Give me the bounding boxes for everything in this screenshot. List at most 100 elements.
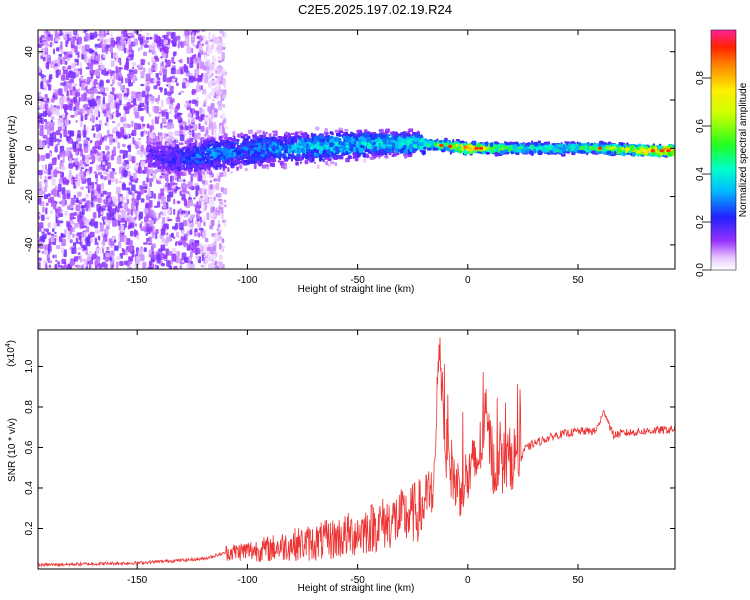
spectrogram-cell: [122, 154, 126, 160]
spectrogram-cell: [204, 202, 207, 211]
spectrogram-cell: [212, 98, 215, 102]
spectrogram-cell: [73, 45, 78, 53]
spectrogram-cell: [38, 261, 41, 269]
spectrogram-cell: [193, 142, 196, 145]
spectrogram-cell: [163, 113, 166, 118]
spectrogram-cell: [197, 247, 200, 255]
spectrogram-cell: [60, 59, 63, 65]
spectrogram-cell: [163, 53, 167, 58]
spectrogram-cell: [43, 260, 49, 264]
spectrogram-cell: [161, 168, 165, 173]
spectrogram-cell: [51, 116, 55, 120]
spectrogram-cell: [172, 226, 176, 230]
spectrogram-cell: [130, 209, 134, 216]
spectrogram-cell: [49, 41, 53, 48]
spectrogram-cell: [106, 172, 110, 181]
spectrogram-cell: [208, 189, 213, 196]
spectrogram-cell: [73, 68, 79, 72]
spectrogram-cell: [287, 153, 292, 157]
spectrogram-cell: [131, 201, 135, 210]
spectrogram-cell: [38, 197, 42, 205]
spectrogram-cell: [50, 235, 55, 243]
spectrogram-cell: [126, 264, 131, 267]
spectrogram-cell: [199, 50, 204, 55]
spectrogram-cell: [101, 232, 104, 237]
spectrogram-cell: [52, 228, 55, 233]
spectrogram-cell: [203, 195, 209, 203]
spectrogram-cell: [108, 205, 113, 213]
spectrogram-cell: [171, 57, 175, 64]
spectrogram-cell: [122, 182, 126, 190]
spectrogram-cell: [59, 30, 63, 36]
spectrogram-cell: [102, 43, 105, 50]
spectrogram-cell: [213, 79, 218, 86]
spectrogram-cell: [82, 107, 86, 114]
spectrogram-cell: [265, 131, 268, 135]
spectrogram-cell: [149, 44, 154, 51]
spectrogram-cell: [60, 233, 64, 236]
spectrogram-cell: [110, 200, 114, 205]
spectrogram-cell: [136, 234, 140, 241]
spectrogram-cell: [122, 196, 128, 200]
spectrogram-cell: [89, 112, 94, 117]
spectrogram-cell: [74, 157, 79, 163]
spectrogram-cell: [173, 188, 177, 193]
spectrogram-cell: [155, 73, 159, 78]
spectrogram-cell: [76, 265, 82, 269]
spectrogram-cell: [96, 126, 100, 132]
spectrogram-cell: [206, 53, 210, 57]
spectrogram-cell: [221, 112, 225, 121]
spectrogram-cell: [171, 123, 175, 129]
spectrogram-cell: [122, 135, 128, 139]
spectrogram-cell: [105, 168, 109, 173]
spectrogram-cell: [100, 246, 105, 249]
spectrogram-cell: [187, 132, 192, 135]
spectrogram-cell: [113, 245, 119, 251]
spectrogram-cell: [189, 125, 194, 129]
spectrogram-cell: [91, 198, 94, 207]
spectrogram-cell: [95, 123, 99, 128]
spectrogram-cell: [143, 242, 148, 245]
spectrogram-cell: [179, 190, 182, 196]
spectrogram-cell: [50, 104, 54, 113]
spectrogram-cell: [219, 243, 222, 250]
spectrogram-cell: [161, 216, 166, 225]
spectrogram-cell: [39, 90, 42, 98]
spectrogram-cell: [148, 178, 154, 183]
spectrogram-cell: [121, 30, 124, 34]
spectrogram-cell: [196, 146, 200, 149]
spectrogram-cell: [217, 67, 221, 75]
spectrogram-cell: [137, 47, 141, 52]
spectrogram-cell: [169, 175, 173, 183]
spectrogram-cell: [44, 75, 47, 78]
spectrogram-cell: [103, 190, 108, 195]
spectrogram-cell: [272, 130, 277, 133]
spectrogram-cell: [120, 126, 124, 134]
spectrogram-cell: [168, 96, 173, 99]
spectrogram-cell: [74, 111, 78, 117]
spectrogram-cell: [208, 74, 211, 79]
spectrogram-cell: [100, 58, 103, 66]
spectrogram-cell: [94, 237, 98, 246]
spectrogram-cell: [72, 233, 75, 238]
spectrogram-cell: [106, 122, 110, 127]
spectrogram-cell: [207, 63, 212, 67]
spectrogram-cell: [68, 138, 72, 144]
spectrogram-cell: [46, 137, 49, 144]
spectrogram-cell: [46, 105, 49, 114]
spectrogram-cell: [174, 222, 179, 230]
spectrogram-cell: [39, 113, 45, 117]
spectrogram-cell: [50, 60, 54, 69]
spectrogram-cell: [201, 187, 204, 196]
spectrogram-cell: [84, 55, 88, 63]
spectrogram-cell: [213, 178, 217, 182]
spectrogram-cell: [151, 231, 156, 239]
spectrogram-cell: [82, 50, 88, 56]
spectrogram-cell: [81, 264, 84, 269]
spectrogram-cell: [70, 130, 74, 137]
spectrogram-cell: [110, 60, 115, 67]
spectrogram-cell: [109, 102, 115, 109]
spectrogram-cell: [54, 234, 57, 238]
spectrogram-cell: [105, 223, 110, 227]
